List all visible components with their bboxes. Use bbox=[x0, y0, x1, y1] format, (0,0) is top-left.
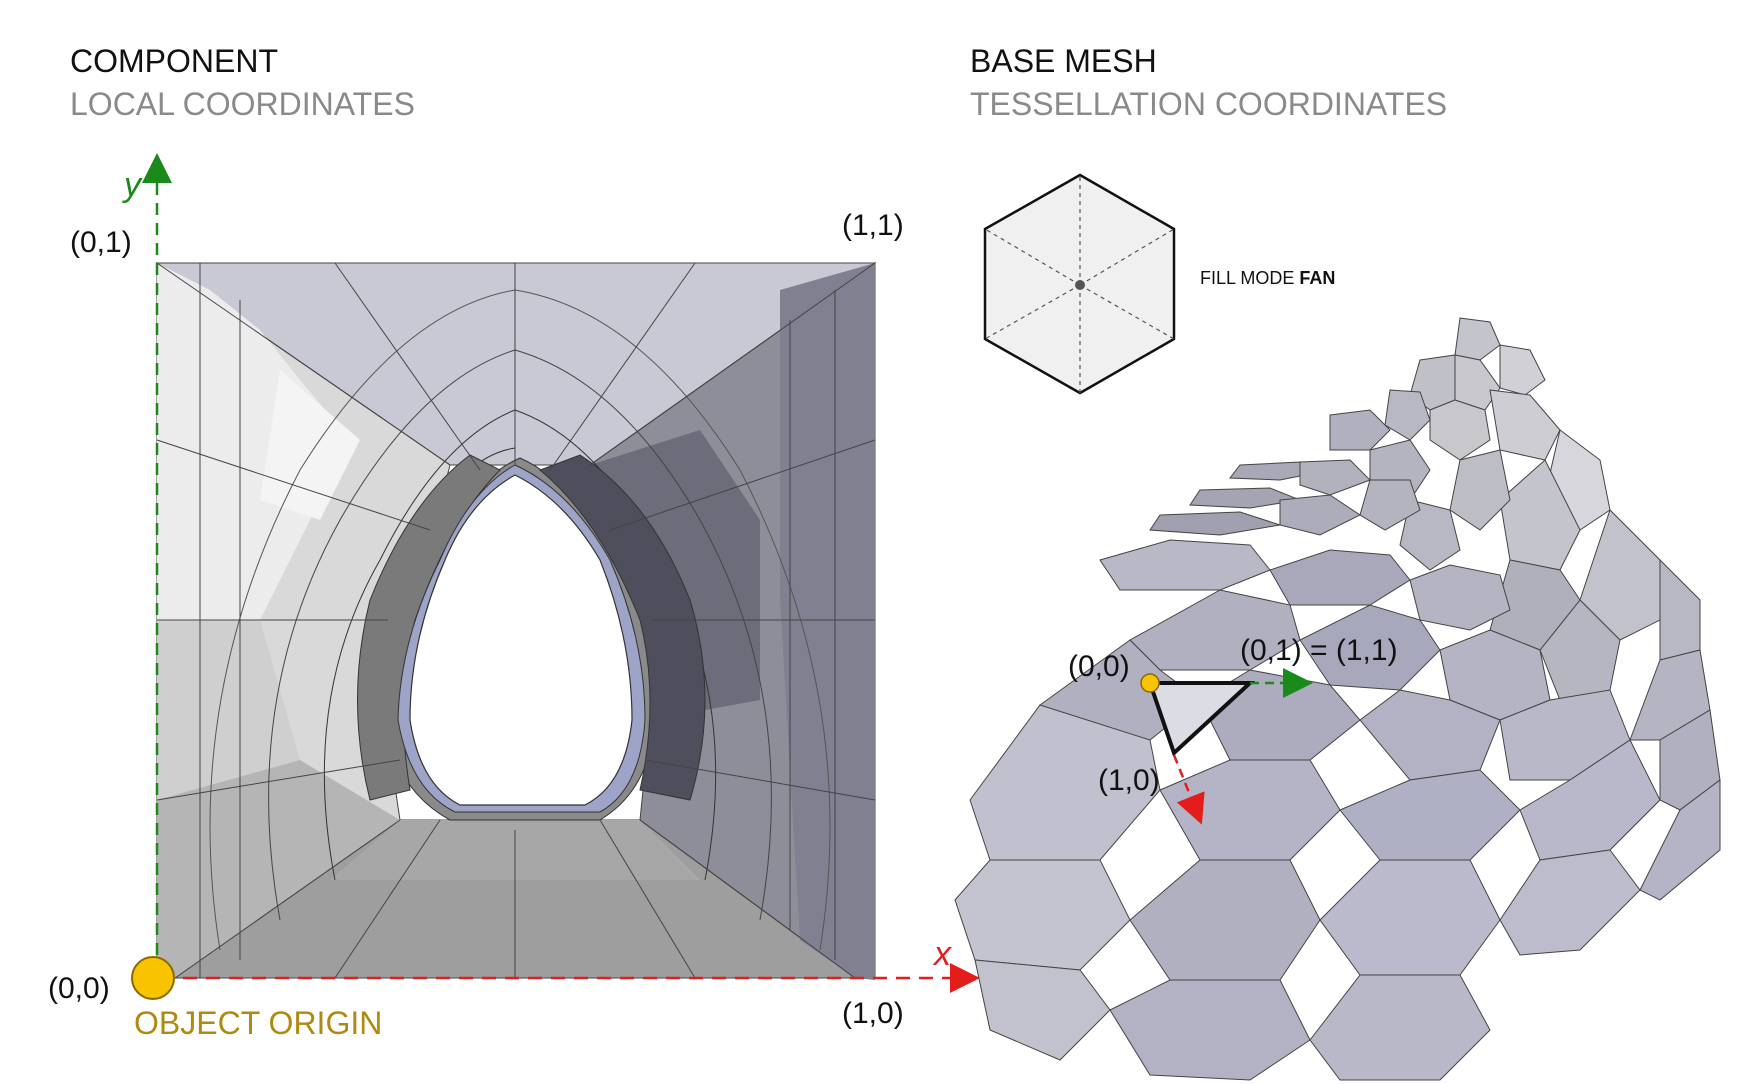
local-coordinates-subheading: LOCAL COORDINATES bbox=[70, 86, 415, 122]
tessellation-triangle bbox=[1147, 681, 1256, 757]
base-mesh-heading: BASE MESH bbox=[970, 43, 1157, 79]
component-heading: COMPONENT bbox=[70, 43, 278, 79]
x-axis-label: x bbox=[932, 935, 952, 973]
corner-label-top-right: (1,1) bbox=[842, 209, 904, 242]
tessellation-coordinates-subheading: TESSELLATION COORDINATES bbox=[970, 86, 1447, 122]
tess-vertex-00-label: (0,0) bbox=[1068, 650, 1130, 683]
corner-label-top-left: (0,1) bbox=[70, 226, 132, 259]
y-axis-label: y bbox=[122, 166, 143, 204]
tess-vertex-01-11-label: (0,1) = (1,1) bbox=[1240, 634, 1398, 667]
corner-label-bottom-left: (0,0) bbox=[48, 972, 110, 1005]
object-origin-marker bbox=[131, 956, 175, 1000]
fill-mode-label: FILL MODE FAN bbox=[1200, 268, 1335, 288]
mesh-hole bbox=[409, 474, 633, 806]
fill-mode-hexagon-icon bbox=[983, 173, 1176, 395]
component-mesh bbox=[155, 262, 877, 980]
tessellation-origin-marker bbox=[1140, 673, 1160, 693]
object-origin-label: OBJECT ORIGIN bbox=[134, 1005, 382, 1041]
tessellation-axis-red bbox=[1172, 754, 1205, 825]
corner-label-bottom-right: (1,0) bbox=[842, 997, 904, 1030]
base-mesh-hex-tiling bbox=[954, 317, 1721, 1081]
tess-vertex-10-label: (1,0) bbox=[1098, 764, 1160, 797]
